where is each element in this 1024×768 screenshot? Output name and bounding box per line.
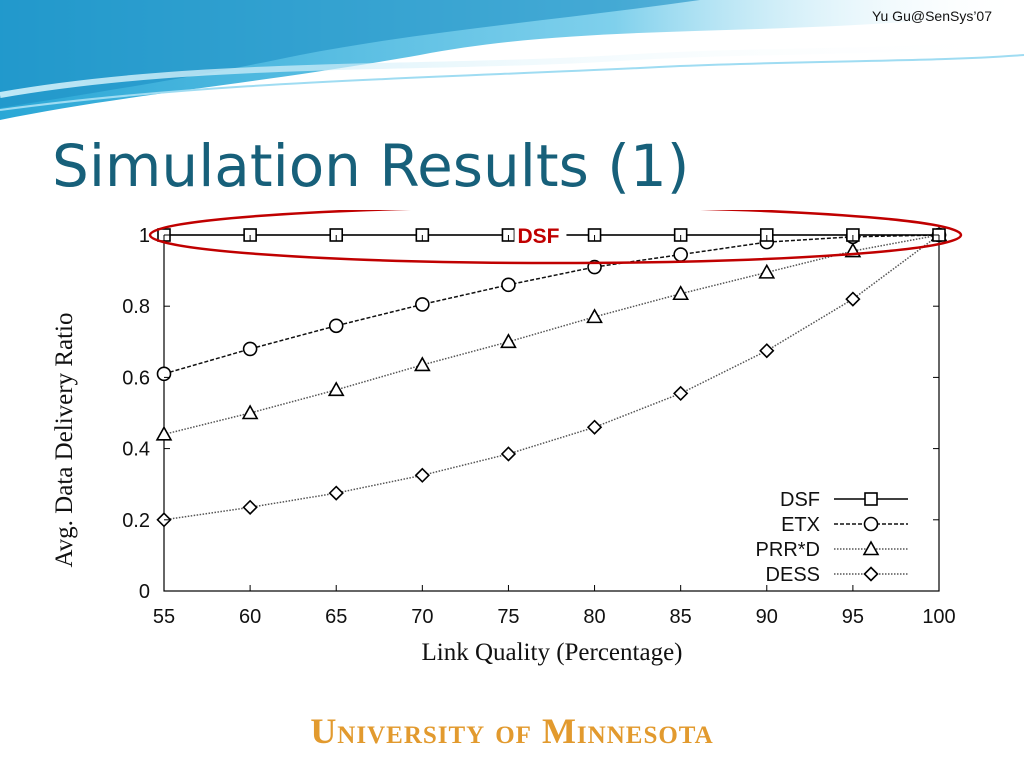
data-point [673, 385, 689, 402]
data-point [327, 381, 345, 397]
data-point [328, 318, 344, 334]
dsf-annotation-label: DSF [517, 225, 559, 248]
legend-label: PRR*D [756, 539, 820, 561]
y-tick-label: 0 [139, 581, 150, 603]
data-point [759, 343, 775, 359]
x-tick-label: 85 [670, 606, 692, 628]
x-tick-label: 65 [325, 606, 347, 628]
y-tick-label: 1 [139, 225, 150, 247]
series-line [163, 234, 940, 375]
data-point [501, 277, 516, 293]
data-point [500, 446, 517, 462]
data-point [414, 467, 430, 483]
x-tick-label: 100 [922, 606, 955, 628]
data-point [845, 291, 861, 307]
legend-marker [862, 540, 880, 556]
y-tick-label: 0.8 [122, 296, 150, 318]
data-point [413, 356, 431, 372]
legend-marker [863, 516, 879, 532]
x-axis-label: Link Quality (Percentage) [421, 639, 682, 666]
y-axis-label: Avg. Data Delivery Ratio [51, 312, 78, 567]
x-tick-label: 95 [842, 606, 864, 628]
y-tick-label: 0.2 [122, 510, 150, 532]
legend-entry: DESS [766, 564, 908, 586]
slide-title: Simulation Results (1) [52, 132, 690, 200]
legend-marker [863, 566, 879, 582]
data-point [328, 485, 344, 501]
x-tick-label: 70 [411, 606, 433, 628]
legend-label: DESS [766, 564, 820, 586]
x-tick-label: 60 [239, 606, 261, 628]
data-point [758, 263, 776, 279]
series-line [163, 234, 940, 521]
university-footer: University of Minnesota [310, 711, 714, 751]
legend-entry: DSF [780, 489, 908, 511]
data-point [155, 425, 173, 441]
data-point [242, 341, 258, 357]
header-wave-decoration [0, 0, 1024, 120]
x-tick-label: 90 [756, 606, 778, 628]
data-point [241, 404, 259, 420]
data-point [586, 419, 603, 435]
data-point [156, 366, 172, 382]
data-point [672, 285, 690, 301]
legend-entry: ETX [781, 514, 908, 536]
series-line [163, 234, 940, 436]
data-point [586, 308, 603, 324]
y-tick-label: 0.6 [122, 367, 150, 389]
annotation-background [514, 223, 567, 247]
line-chart: 55 60 65 70 75 80 85 90 95 100 0 0.2 0.4 0.6 0.8 1 Avg.… [42, 210, 968, 680]
data-point [500, 333, 517, 349]
legend-label: ETX [781, 514, 820, 536]
data-point [673, 247, 688, 262]
y-tick-label: 0.4 [122, 439, 150, 461]
highlight-ellipse [148, 210, 963, 265]
x-tick-label: 80 [583, 606, 605, 628]
legend-label: DSF [780, 489, 820, 511]
x-tick-label: 75 [497, 606, 519, 628]
data-point [242, 499, 258, 515]
legend-marker [864, 492, 878, 506]
x-tick-label: 55 [153, 606, 175, 628]
author-credit: Yu Gu@SenSys’07 [871, 8, 992, 24]
legend-entry: PRR*D [756, 539, 908, 561]
data-point [415, 297, 430, 312]
